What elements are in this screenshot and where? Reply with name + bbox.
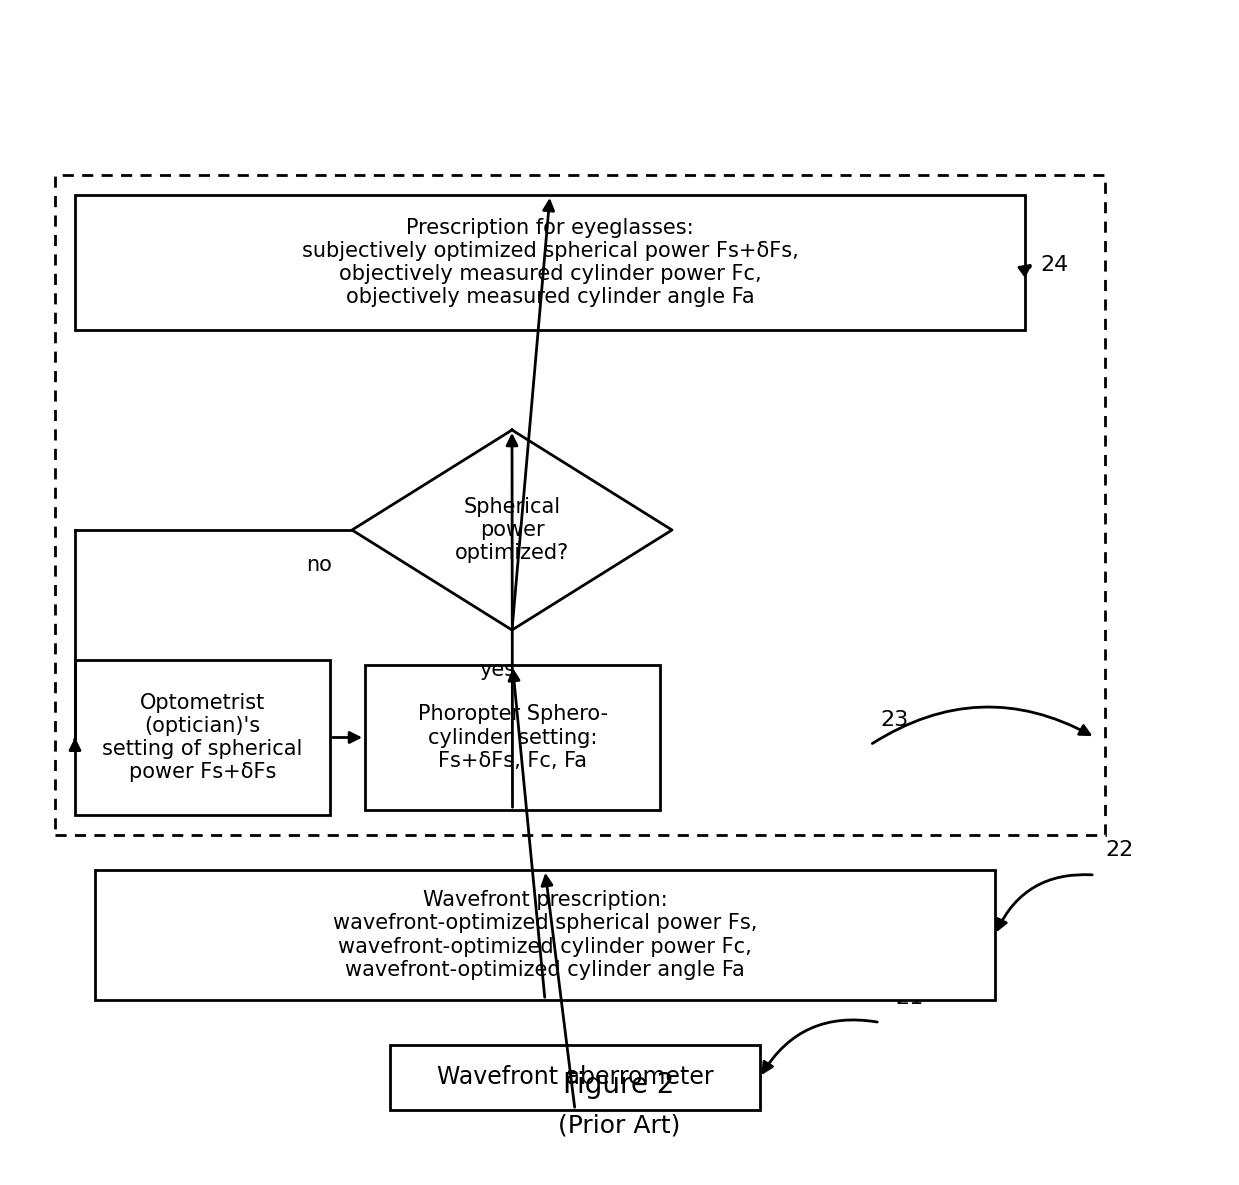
Text: Prescription for eyeglasses:
subjectively optimized spherical power Fs+δFs,
obje: Prescription for eyeglasses: subjectivel… [301,218,798,307]
FancyBboxPatch shape [366,665,660,811]
Text: (Prior Art): (Prior Art) [558,1113,680,1136]
Text: Figure 2: Figure 2 [564,1071,675,1098]
Text: 22: 22 [1105,840,1134,860]
FancyBboxPatch shape [390,1045,760,1110]
Text: Spherical
power
optimized?: Spherical power optimized? [455,497,569,563]
Text: 23: 23 [880,710,908,730]
Text: no: no [306,555,332,575]
Text: Wavefront prescription:
wavefront-optimized spherical power Fs,
wavefront-optimi: Wavefront prescription: wavefront-optimi… [333,890,757,980]
FancyBboxPatch shape [76,660,330,815]
FancyBboxPatch shape [95,870,995,1000]
Text: yes: yes [479,660,515,680]
Text: 21: 21 [895,987,923,1007]
Polygon shape [352,430,672,630]
Text: Optometrist
(optician)'s
setting of spherical
power Fs+δFs: Optometrist (optician)'s setting of sphe… [103,693,302,782]
Text: Phoropter Sphero-
cylinder setting:
Fs+δFs, Fc, Fa: Phoropter Sphero- cylinder setting: Fs+δ… [418,704,607,770]
Text: Wavefront aberrometer: Wavefront aberrometer [436,1065,714,1089]
Text: 24: 24 [1040,255,1068,275]
FancyBboxPatch shape [76,196,1025,329]
